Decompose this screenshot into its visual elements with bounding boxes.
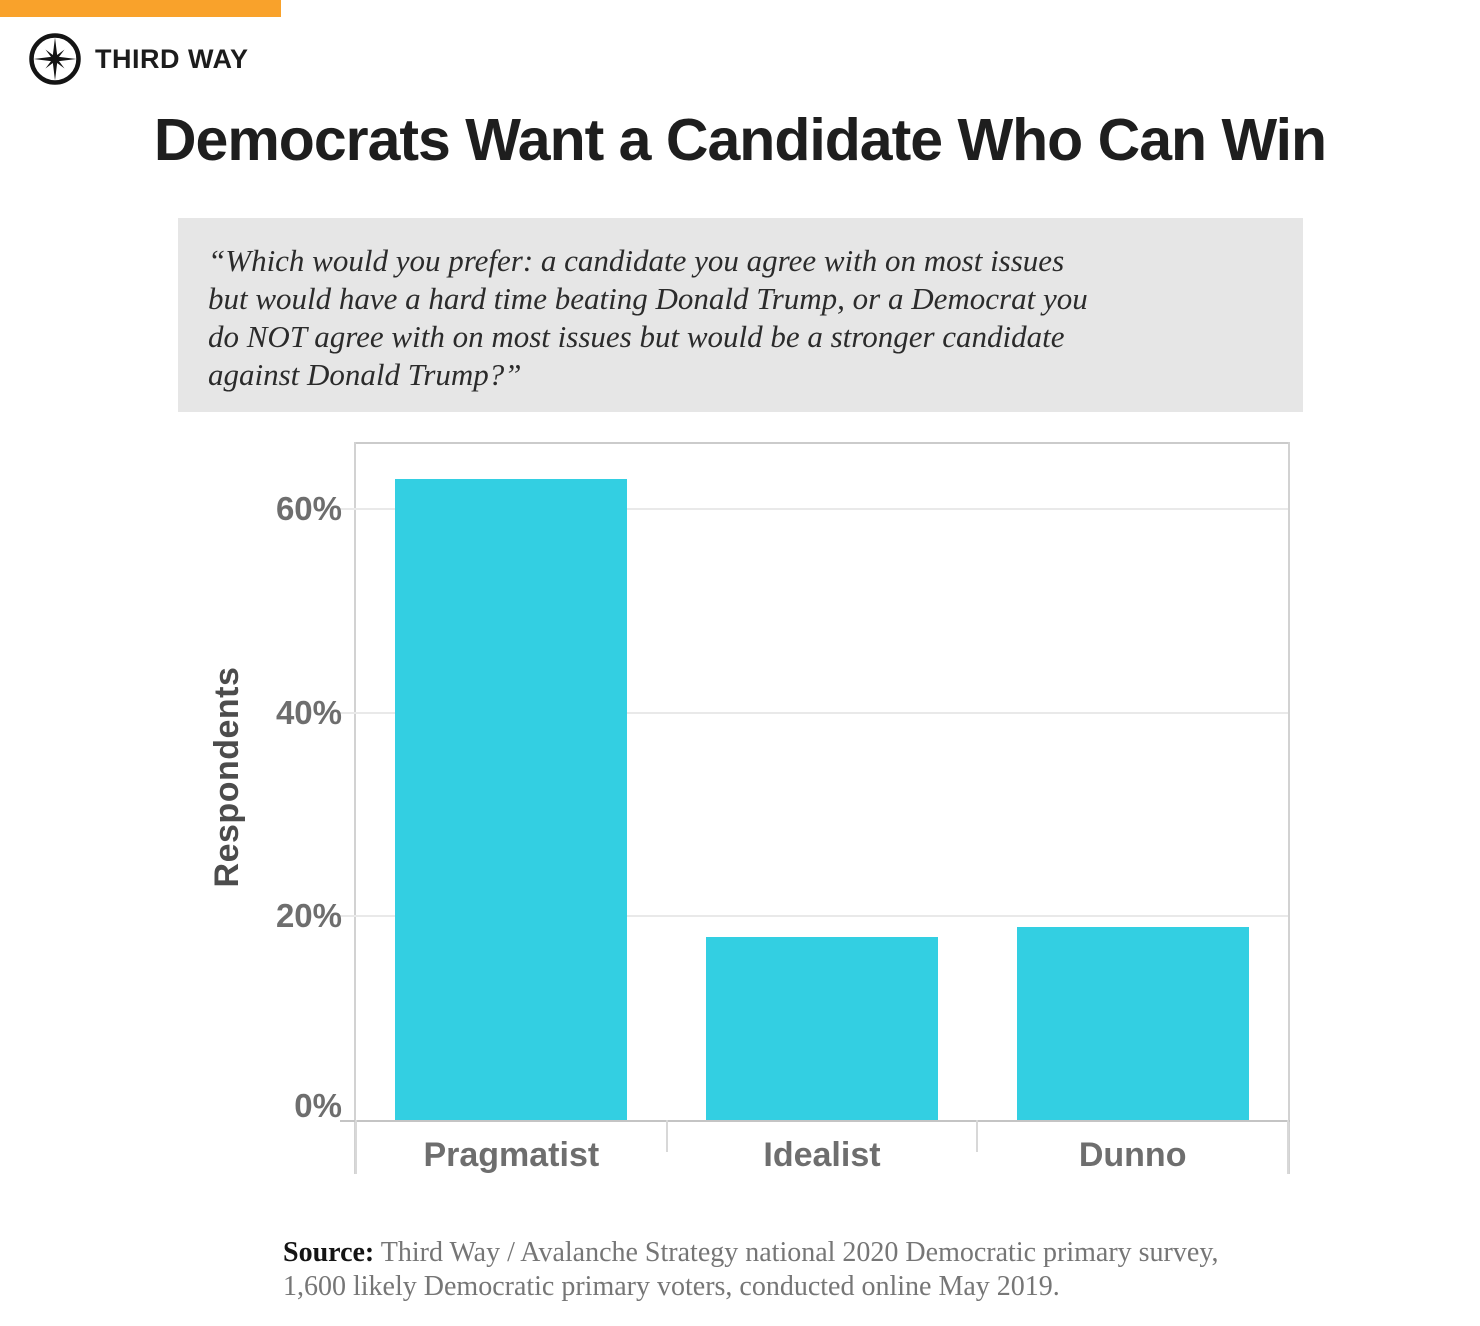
source-note: Source: Third Way / Avalanche Strategy n…	[283, 1236, 1383, 1304]
x-axis-line	[340, 1120, 1290, 1122]
question-line: “Which would you prefer: a candidate you…	[208, 243, 1065, 278]
category-boundary-tick	[665, 1120, 668, 1152]
category-boundary-tick	[976, 1120, 979, 1152]
gridline-60	[338, 508, 1288, 511]
source-label: Source:	[283, 1237, 375, 1268]
x-tick-label-idealist: Idealist	[763, 1136, 881, 1174]
page-title: Democrats Want a Candidate Who Can Win	[153, 107, 1327, 173]
compass-icon	[29, 33, 81, 85]
survey-question-box: “Which would you prefer: a candidate you…	[178, 218, 1303, 412]
logo-wordmark: THIRD WAY	[95, 43, 249, 74]
gridline-20	[338, 915, 1288, 918]
bar-chart: Respondents 0% 20% 40% 60% Pragmatist Idealis…	[208, 442, 1290, 1174]
brand-accent-bar	[0, 0, 281, 17]
question-line: do NOT agree with on most issues but wou…	[208, 319, 1065, 354]
bar-dunno	[1016, 926, 1249, 1120]
bar-pragmatist	[395, 478, 628, 1120]
third-way-logo: THIRD WAY	[27, 31, 249, 87]
category-boundary-tick	[355, 1120, 357, 1174]
bar-idealist	[706, 936, 938, 1120]
plot-right-border	[1288, 442, 1290, 1174]
y-tick-label-20: 20%	[275, 897, 342, 935]
source-text: 1,600 likely Democratic primary voters, …	[283, 1271, 1060, 1302]
category-boundary-tick	[1287, 1120, 1289, 1174]
source-text: Third Way / Avalanche Strategy national …	[380, 1237, 1219, 1268]
gridline-40	[338, 711, 1288, 714]
x-tick-label-dunno: Dunno	[1078, 1136, 1187, 1174]
question-line: against Donald Trump?”	[208, 357, 522, 392]
x-tick-label-pragmatist: Pragmatist	[423, 1136, 600, 1174]
plot-top-border	[356, 442, 1288, 444]
question-line: but would have a hard time beating Donal…	[208, 281, 1088, 316]
plot-left-border	[354, 442, 356, 1174]
y-tick-label-40: 40%	[275, 693, 342, 731]
y-tick-label-0: 0%	[294, 1087, 342, 1124]
y-tick-label-60: 60%	[275, 490, 342, 528]
y-axis-title: Respondents	[208, 666, 246, 888]
source-line: Source: Third Way / Avalanche Strategy n…	[283, 1236, 1383, 1270]
